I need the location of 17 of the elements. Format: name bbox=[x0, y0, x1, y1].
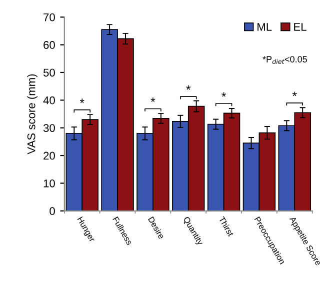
annotation: * bbox=[222, 92, 226, 97]
annotation: * bbox=[186, 85, 191, 90]
y-tick-label: 50 bbox=[43, 68, 55, 77]
y-tick-label: 20 bbox=[44, 152, 55, 160]
y-tick-label: 0 bbox=[50, 207, 55, 216]
annotation: * bbox=[292, 92, 297, 96]
y-tick-label: 40 bbox=[43, 96, 55, 104]
y-tick-label: 70 bbox=[44, 13, 55, 22]
legend-label: ML bbox=[258, 23, 272, 31]
y-tick-label: 60 bbox=[44, 41, 55, 49]
y-tick-label: 10 bbox=[44, 179, 55, 188]
y-axis-title: VAS score (mm) bbox=[27, 74, 38, 154]
annotation: * bbox=[80, 98, 84, 104]
annotation: * bbox=[150, 98, 156, 102]
legend-label: EL bbox=[294, 23, 306, 31]
annotation: *P$_{diet}$<0.05 bbox=[262, 56, 307, 64]
y-tick-label: 30 bbox=[43, 124, 55, 132]
